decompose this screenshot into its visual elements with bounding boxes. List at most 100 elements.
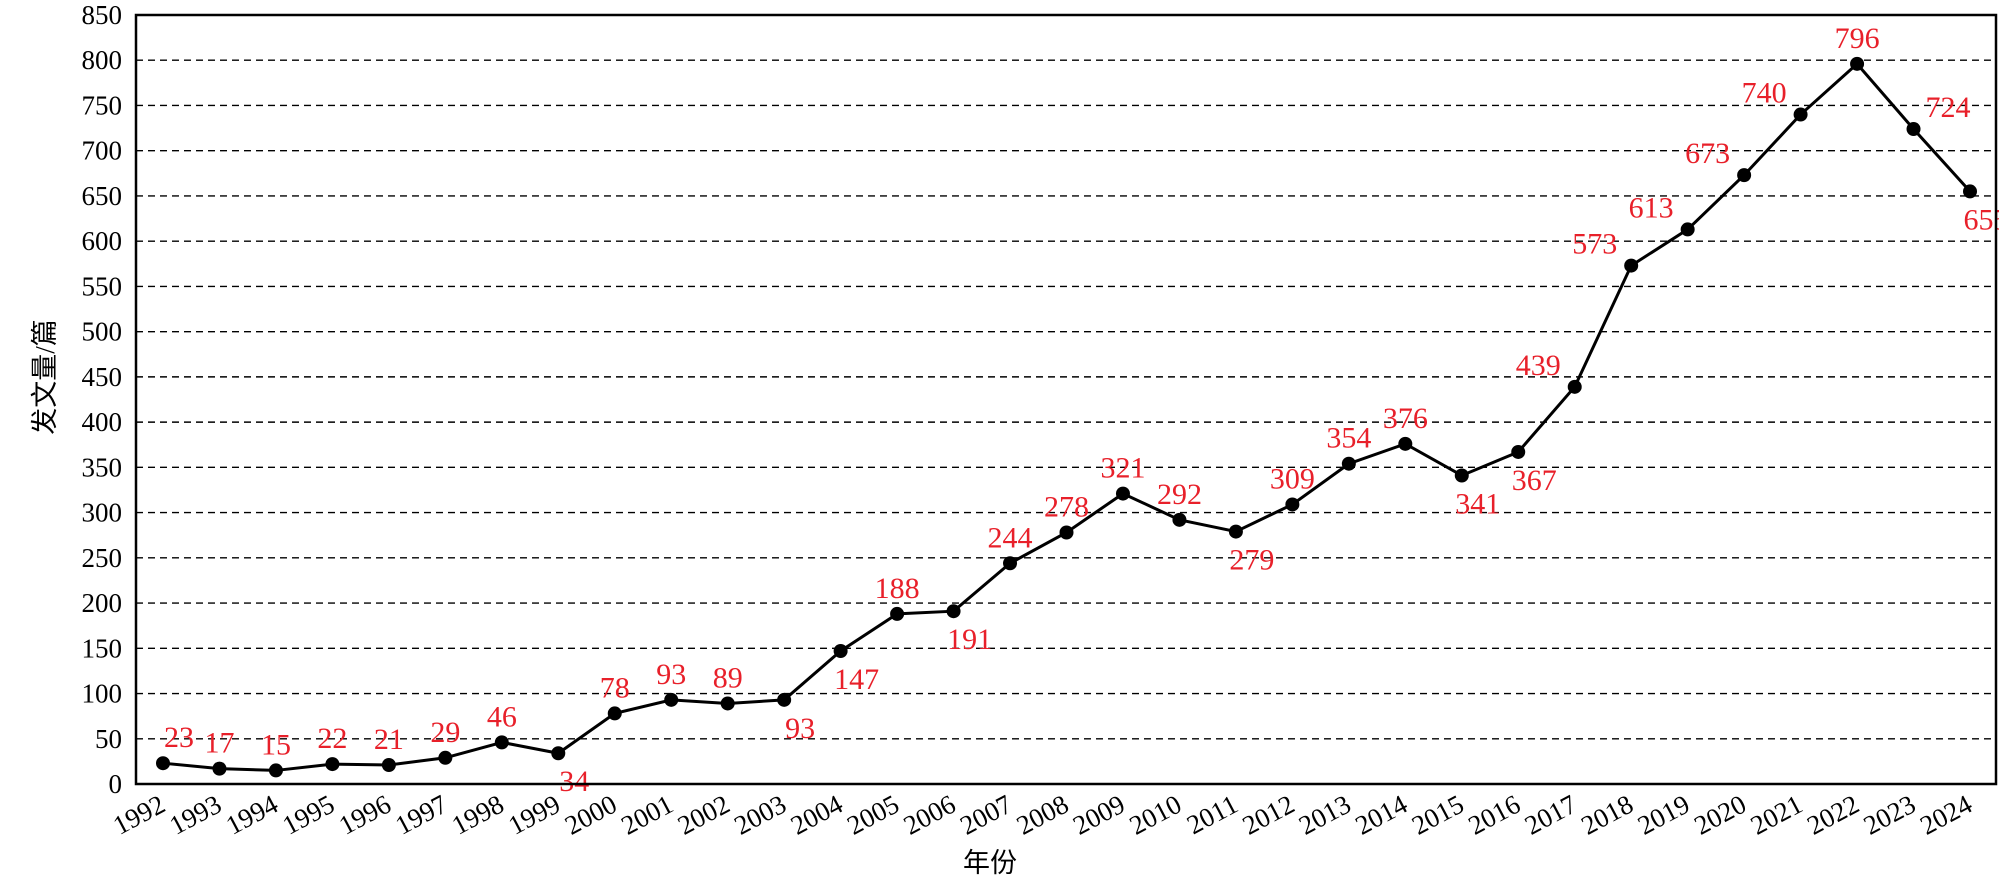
data-label: 796 [1835,22,1880,55]
x-tick-label: 2003 [729,789,791,841]
grid-lines [136,59,1996,740]
data-label: 22 [317,722,347,755]
y-tick-label: 300 [82,498,123,528]
data-label: 147 [834,663,879,696]
x-tick-label: 2020 [1689,789,1751,841]
data-label: 46 [487,700,517,733]
x-tick-label: 2021 [1746,789,1808,841]
data-label: 673 [1685,137,1730,170]
y-tick-label: 850 [82,0,123,30]
data-point [1398,436,1413,451]
y-tick-label: 350 [82,452,123,482]
data-label: 29 [430,716,460,749]
data-point [1793,107,1808,122]
data-point [946,604,961,619]
y-tick-label: 200 [82,588,123,618]
data-label: 309 [1270,462,1315,495]
data-point [1850,56,1865,71]
plot-frame [134,13,1998,786]
data-point [1228,524,1243,539]
data-point [607,706,622,721]
x-tick-label: 2009 [1068,789,1130,841]
data-label: 21 [374,723,404,756]
x-tick-label: 2006 [899,789,961,841]
data-label: 34 [559,765,589,798]
x-tick-label: 2022 [1802,789,1864,841]
data-label: 93 [656,658,686,691]
data-label: 354 [1326,422,1371,455]
x-tick-label: 1994 [221,789,283,841]
data-label: 188 [875,572,920,605]
data-label: 244 [988,521,1033,554]
data-point [1963,184,1977,199]
data-label: 93 [785,712,815,745]
data-point [720,696,735,711]
data-point [212,761,227,776]
data-points [156,56,1977,778]
data-point [438,750,453,765]
x-tick-label: 2018 [1576,789,1638,841]
x-tick-label: 2005 [842,789,904,841]
y-tick-label: 400 [82,407,123,437]
data-point [777,692,792,707]
data-label: 78 [600,671,630,704]
data-label: 376 [1383,402,1428,435]
x-tick-label: 2019 [1633,789,1695,841]
x-tick-label: 2024 [1915,789,1977,841]
data-label: 367 [1512,464,1557,497]
data-label: 573 [1572,228,1617,261]
data-label: 89 [713,661,743,694]
data-point [1003,556,1018,571]
y-axis-title: 发文量/篇 [30,319,60,435]
data-point [1285,497,1300,512]
data-label: 191 [947,623,992,656]
y-tick-label: 650 [82,181,123,211]
x-tick-label: 1993 [165,789,227,841]
data-point [1511,444,1526,459]
x-tick-label: 1997 [390,789,452,841]
data-point [664,692,679,707]
x-tick-label: 2004 [786,789,848,841]
data-point [1624,258,1639,273]
data-point [833,644,848,659]
x-tick-label: 1999 [503,789,565,841]
data-point [1115,486,1130,501]
data-label: 439 [1516,349,1561,382]
data-point [325,757,340,772]
x-tick-label: 2002 [673,789,735,841]
x-axis-ticks: 1992199319941995199619971998199920002001… [108,789,1977,841]
x-tick-label: 2014 [1350,789,1412,841]
x-tick-label: 2023 [1859,789,1921,841]
data-point [1680,222,1695,237]
data-point [381,758,396,773]
y-tick-label: 450 [82,362,123,392]
y-tick-label: 150 [82,633,123,663]
data-point [1737,168,1752,183]
data-label: 613 [1629,191,1674,224]
y-axis-ticks: 0 50 100 150 200 250 300 350 400 450 500 550 600 650 7… [82,0,123,799]
x-tick-label: 2007 [955,789,1017,841]
x-tick-label: 2017 [1520,789,1582,841]
x-tick-label: 2016 [1463,789,1525,841]
data-label: 279 [1229,544,1274,577]
y-tick-label: 50 [95,724,122,754]
data-point [1059,525,1074,540]
y-tick-label: 0 [109,769,123,799]
x-tick-label: 1996 [334,789,396,841]
y-tick-label: 100 [82,679,123,709]
y-tick-label: 600 [82,226,123,256]
data-labels: 23 17 15 22 21 29 46 34 78 93 89 93 147 188 191 244 278 3… [164,22,1999,798]
data-point [1454,468,1469,483]
data-point [494,735,509,750]
data-point [156,756,170,771]
data-label: 321 [1100,452,1145,485]
data-label: 278 [1044,490,1089,523]
data-label: 23 [164,721,194,754]
y-tick-label: 500 [82,317,123,347]
data-point [268,763,283,778]
data-point [1341,456,1356,471]
x-tick-label: 2010 [1124,789,1186,841]
data-point [1906,121,1921,136]
